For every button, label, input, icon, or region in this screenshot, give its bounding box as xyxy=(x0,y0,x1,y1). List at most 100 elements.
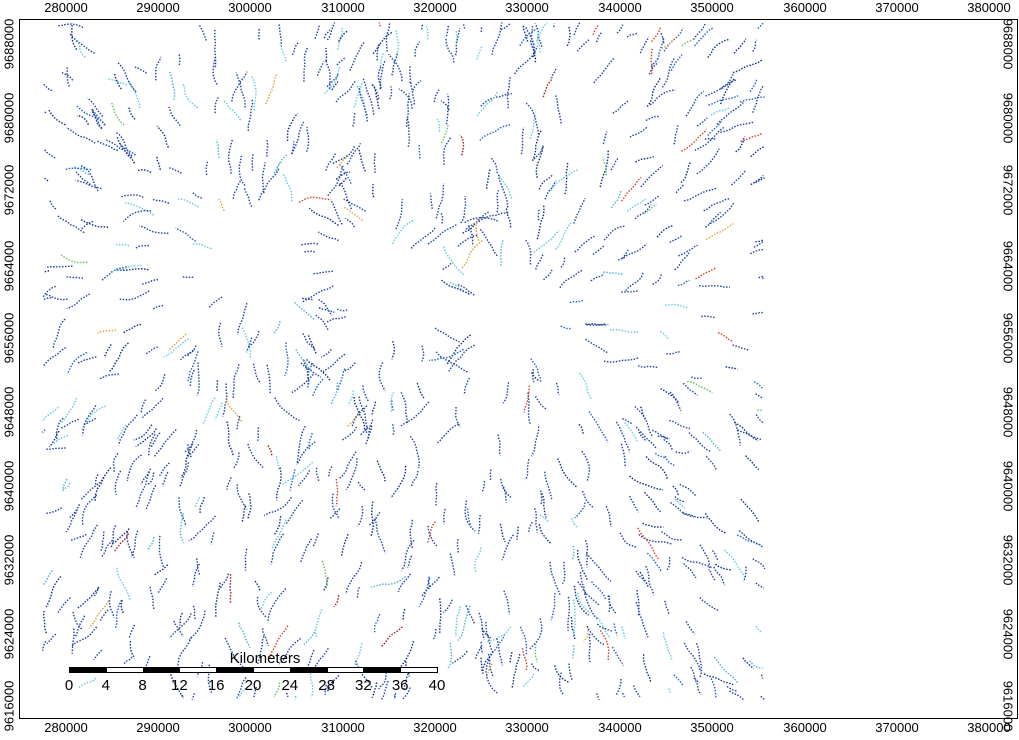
stream-segment xyxy=(610,157,619,171)
stream-segment xyxy=(208,296,223,308)
stream-segment xyxy=(71,628,75,654)
stream-segment xyxy=(634,405,654,438)
stream-segment xyxy=(514,45,539,75)
stream-segment xyxy=(479,227,498,257)
stream-segment xyxy=(480,93,512,107)
stream-segment xyxy=(521,648,528,671)
stream-segment xyxy=(433,89,440,103)
stream-segment xyxy=(435,423,459,445)
stream-segment xyxy=(191,693,196,700)
stream-segment xyxy=(148,433,156,457)
stream-segment xyxy=(483,633,506,664)
stream-segment xyxy=(94,474,99,486)
stream-segment xyxy=(568,663,574,681)
stream-segment xyxy=(325,152,337,171)
stream-segment xyxy=(699,284,730,288)
stream-segment xyxy=(226,421,234,457)
stream-segment xyxy=(534,508,538,533)
stream-segment xyxy=(258,28,260,40)
stream-segment xyxy=(705,223,734,240)
stream-segment xyxy=(236,302,248,336)
stream-segment xyxy=(637,527,660,560)
stream-segment xyxy=(66,66,70,87)
stream-segment xyxy=(98,373,119,380)
stream-segment xyxy=(358,148,366,172)
stream-segment xyxy=(177,52,181,66)
stream-segment xyxy=(75,104,106,126)
x-tick-label-bottom: 290000 xyxy=(136,720,180,735)
stream-segment xyxy=(654,452,666,459)
stream-segment xyxy=(445,25,450,37)
stream-segment xyxy=(729,690,745,701)
stream-segment xyxy=(666,556,671,571)
stream-segment xyxy=(97,329,117,334)
stream-segment xyxy=(145,485,157,510)
stream-segment xyxy=(659,331,669,339)
stream-segment xyxy=(304,250,316,253)
stream-segment xyxy=(615,421,631,453)
stream-segment xyxy=(134,66,148,74)
stream-segment xyxy=(529,114,536,139)
stream-segment xyxy=(646,552,662,573)
scale-bar-tick-label: 32 xyxy=(355,677,372,694)
stream-segment xyxy=(365,419,374,445)
stream-segment xyxy=(274,397,300,422)
stream-segment xyxy=(590,581,607,600)
stream-segment xyxy=(427,223,458,245)
stream-segment xyxy=(378,362,386,392)
stream-segment xyxy=(278,638,302,665)
stream-segment xyxy=(42,570,53,586)
stream-segment xyxy=(574,235,595,253)
stream-segment xyxy=(533,229,560,254)
stream-segment xyxy=(70,533,87,542)
stream-segment xyxy=(435,483,438,506)
stream-segment xyxy=(625,272,644,292)
stream-segment xyxy=(457,283,475,296)
stream-segment xyxy=(91,111,103,129)
stream-segment xyxy=(550,168,579,192)
stream-segment xyxy=(572,599,576,638)
stream-segment xyxy=(664,455,676,467)
stream-segment xyxy=(678,244,698,257)
stream-segment xyxy=(357,505,364,527)
stream-segment xyxy=(537,208,540,221)
stream-segment xyxy=(286,692,289,698)
stream-segment xyxy=(61,397,78,423)
stream-segment xyxy=(660,387,680,404)
stream-segment xyxy=(276,161,281,173)
x-tick-label-bottom: 300000 xyxy=(228,720,272,735)
stream-segment xyxy=(531,129,542,162)
stream-segment xyxy=(554,94,562,124)
stream-segment xyxy=(538,524,552,545)
stream-segment xyxy=(743,566,747,582)
stream-segment xyxy=(467,223,474,245)
stream-segment xyxy=(60,418,80,429)
stream-segment xyxy=(541,492,547,518)
stream-segment xyxy=(43,347,67,367)
stream-segment xyxy=(322,353,346,373)
stream-segment xyxy=(710,678,717,699)
map-frame[interactable] xyxy=(19,19,1018,719)
stream-segment xyxy=(358,86,368,122)
stream-segment xyxy=(442,136,452,165)
stream-segment xyxy=(758,275,764,279)
stream-segment xyxy=(603,357,639,363)
stream-segment xyxy=(114,599,123,630)
stream-segment xyxy=(691,376,703,380)
stream-segment xyxy=(760,695,765,700)
stream-segment xyxy=(544,180,557,200)
stream-segment xyxy=(646,77,661,107)
stream-segment xyxy=(669,419,691,430)
stream-segment xyxy=(757,22,764,30)
stream-segment xyxy=(270,533,285,565)
stream-segment xyxy=(340,533,349,557)
stream-segment xyxy=(214,582,221,618)
stream-segment xyxy=(81,494,98,526)
stream-segment xyxy=(445,93,450,125)
stream-segment xyxy=(147,472,155,485)
stream-segment xyxy=(241,505,247,524)
stream-segment xyxy=(497,434,501,456)
y-tick-label-right: 9656000 xyxy=(1000,312,1016,364)
stream-segment xyxy=(62,478,68,489)
stream-segment xyxy=(41,640,47,651)
